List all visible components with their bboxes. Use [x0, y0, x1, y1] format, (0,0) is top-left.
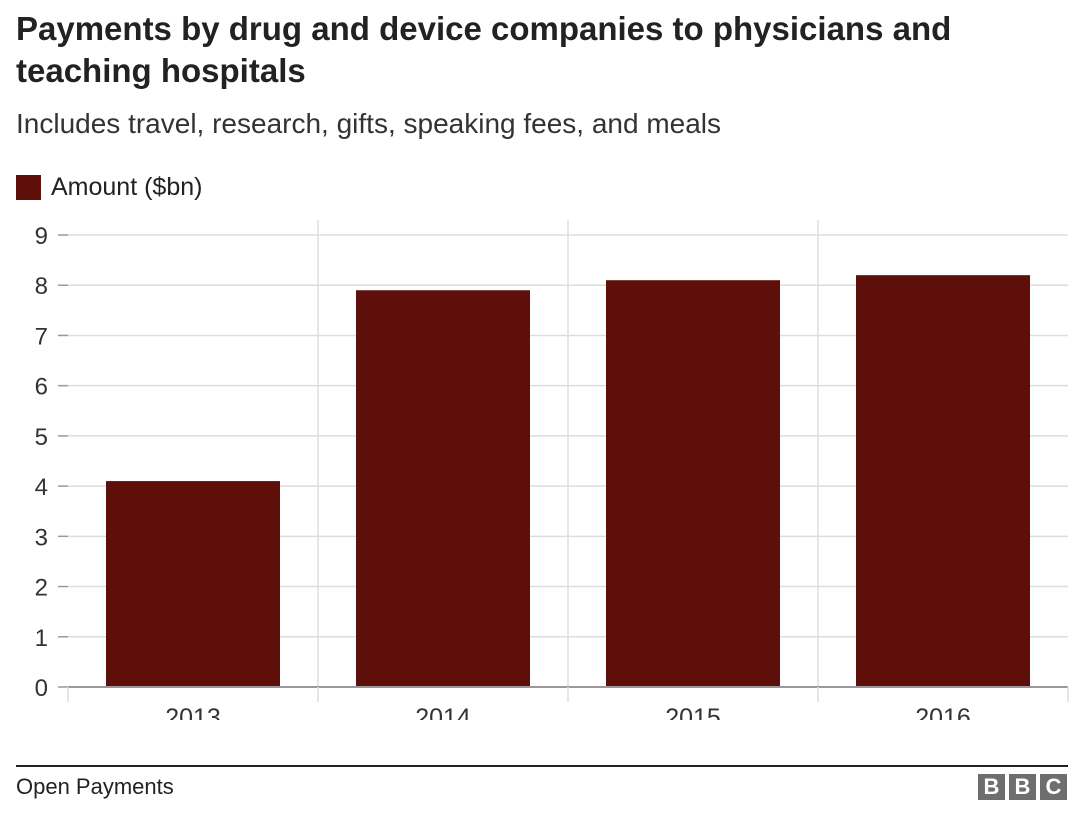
x-tick-label: 2016 [915, 704, 971, 720]
y-tick-label: 1 [35, 625, 48, 652]
chart-title: Payments by drug and device companies to… [16, 8, 1066, 92]
bbc-logo: B B C [978, 774, 1067, 800]
y-tick-label: 0 [35, 675, 48, 702]
x-tick-label: 2013 [165, 704, 221, 720]
legend-swatch [16, 175, 41, 200]
bar-2016 [856, 275, 1030, 687]
y-tick-label: 8 [35, 273, 48, 300]
bbc-logo-letter-3: C [1040, 774, 1067, 800]
bar-chart: 0 1 2 3 4 5 6 7 8 9 2013 2014 2015 2016 [0, 200, 1080, 720]
legend: Amount ($bn) [16, 170, 202, 204]
y-tick-label: 5 [35, 424, 48, 451]
bar-2013 [106, 481, 280, 687]
footer-divider [16, 765, 1068, 767]
bbc-logo-letter-2: B [1009, 774, 1036, 800]
y-tick-label: 6 [35, 374, 48, 401]
y-tick-label: 4 [35, 474, 48, 501]
bar-2014 [356, 290, 530, 687]
y-tick-label: 7 [35, 323, 48, 350]
bbc-logo-letter-1: B [978, 774, 1005, 800]
source-label: Open Payments [16, 773, 174, 801]
x-tick-label: 2014 [415, 704, 471, 720]
bar-2015 [606, 280, 780, 687]
x-tick-label: 2015 [665, 704, 721, 720]
legend-label: Amount ($bn) [51, 173, 202, 202]
chart-subtitle: Includes travel, research, gifts, speaki… [16, 106, 721, 142]
y-tick-label: 2 [35, 575, 48, 602]
y-tick-label: 3 [35, 524, 48, 551]
y-tick-label: 9 [35, 223, 48, 250]
